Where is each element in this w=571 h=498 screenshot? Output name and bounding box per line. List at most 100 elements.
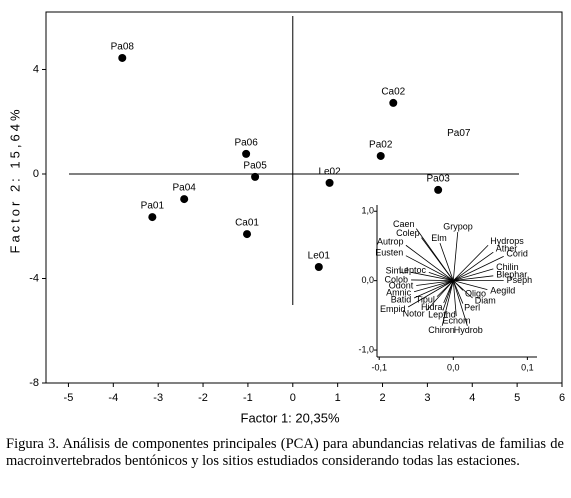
vector-label: Hidra <box>421 302 443 312</box>
vector-label: Colob <box>385 274 409 284</box>
vector-label: Diam <box>475 296 496 306</box>
loading-vector <box>453 251 494 281</box>
vector-label: Hydrops <box>490 236 524 246</box>
y-tick-label: 4 <box>33 63 39 75</box>
point-label: Pa01 <box>141 201 165 212</box>
vector-label: Caen <box>393 219 415 229</box>
point <box>251 172 260 181</box>
point-label: Le01 <box>308 251 331 262</box>
x-tick-label: 6 <box>559 392 565 404</box>
point-label: Pa03 <box>426 174 450 185</box>
x-tick-label: 0,0 <box>447 362 460 372</box>
loading-vector <box>442 280 454 311</box>
y-tick-label: 0,0 <box>361 275 374 285</box>
vector-label: Odont <box>389 281 414 291</box>
vector-label: Hydrob <box>454 325 483 335</box>
x-tick-label: -5 <box>64 392 74 404</box>
vector-label: Pseph <box>507 275 533 285</box>
x-tick-label: 0 <box>290 392 296 404</box>
vector-label: Aegild <box>490 285 515 295</box>
loading-vector <box>421 237 454 281</box>
point-label: Pa02 <box>369 140 393 151</box>
y-tick-label: 1,0 <box>361 206 374 216</box>
point <box>118 53 127 62</box>
point-label: Pa04 <box>173 183 197 194</box>
x-tick-label: 3 <box>424 392 430 404</box>
x-axis-label: Factor 1: 20,35% <box>241 410 340 425</box>
loading-vector <box>428 271 454 282</box>
point <box>148 213 157 222</box>
loading-vector <box>453 268 494 282</box>
vector-label: Ather <box>496 244 518 254</box>
point <box>314 262 323 271</box>
vector-label: Oligo <box>465 288 486 298</box>
y-tick-label: -8 <box>29 377 39 389</box>
vector-label: Tipul <box>416 294 435 304</box>
loading-vector <box>405 244 454 281</box>
vector-label: Lepthd <box>428 310 456 320</box>
x-tick-label: 0,1 <box>521 362 534 372</box>
x-tick-label: -1 <box>243 392 253 404</box>
loading-vector <box>453 256 504 282</box>
point <box>243 230 252 239</box>
point <box>389 98 398 107</box>
point <box>434 185 443 194</box>
loading-vector <box>416 280 454 286</box>
point <box>242 149 251 158</box>
loading-vector <box>453 280 488 291</box>
point-label: Le02 <box>318 167 341 178</box>
vector-label: Grypop <box>443 221 473 231</box>
point-label: Pa06 <box>234 138 258 149</box>
x-tick-label: 1 <box>335 392 341 404</box>
vector-label: Corid <box>506 249 528 259</box>
loading-vector <box>452 232 459 281</box>
x-tick-label: -3 <box>153 392 163 404</box>
vector-label: Batid <box>391 294 412 304</box>
plot-frame <box>45 11 563 384</box>
vector-label: Eusten <box>375 248 403 258</box>
vector-label: Elm <box>431 233 447 243</box>
point <box>325 178 334 187</box>
x-tick-label: -2 <box>198 392 208 404</box>
loading-vector <box>453 280 473 299</box>
loading-vector <box>453 244 489 281</box>
y-tick-label: 0 <box>33 168 39 180</box>
vector-label: Simul <box>386 266 409 276</box>
loading-vector <box>452 280 457 317</box>
inset-background <box>359 205 537 375</box>
x-tick-label: 5 <box>514 392 520 404</box>
vector-label: Amnic <box>386 287 412 297</box>
vector-label: Autrop <box>377 237 404 247</box>
loading-vector <box>426 280 454 311</box>
loading-vector <box>413 280 454 299</box>
vector-label: Blephar <box>496 270 527 280</box>
y-axis-label: Factor 2: 15,64% <box>7 107 22 254</box>
loading-vector <box>413 280 454 293</box>
loading-vector <box>411 279 454 282</box>
x-tick-label: 4 <box>469 392 475 404</box>
vector-label: Colep <box>396 228 420 238</box>
loading-vector <box>407 280 454 308</box>
loading-vector <box>441 280 454 326</box>
point <box>180 195 189 204</box>
x-tick-label: 2 <box>379 392 385 404</box>
caption: Figura 3. Análisis de componentes princi… <box>6 436 564 469</box>
loading-vector <box>410 271 454 282</box>
loading-vector <box>405 255 454 282</box>
point <box>376 151 385 160</box>
chart: Factor 2: 15,64% Factor 1: 20,35% -5 -4 -3… <box>7 11 565 425</box>
vector-label: Notor <box>403 309 425 319</box>
vector-label: Chiron <box>428 325 455 335</box>
point-label: Ca01 <box>235 218 259 229</box>
point-label: Pa05 <box>243 161 267 172</box>
x-tick-label: -0,1 <box>371 362 387 372</box>
annotation: Pa07 <box>447 128 471 139</box>
point-label: Pa08 <box>111 42 135 53</box>
y-tick-label: -4 <box>29 272 39 284</box>
vector-label: Leptoc <box>399 265 427 275</box>
x-tick-label: -4 <box>108 392 118 404</box>
loading-vector <box>453 275 494 282</box>
point-label: Ca02 <box>381 87 405 98</box>
